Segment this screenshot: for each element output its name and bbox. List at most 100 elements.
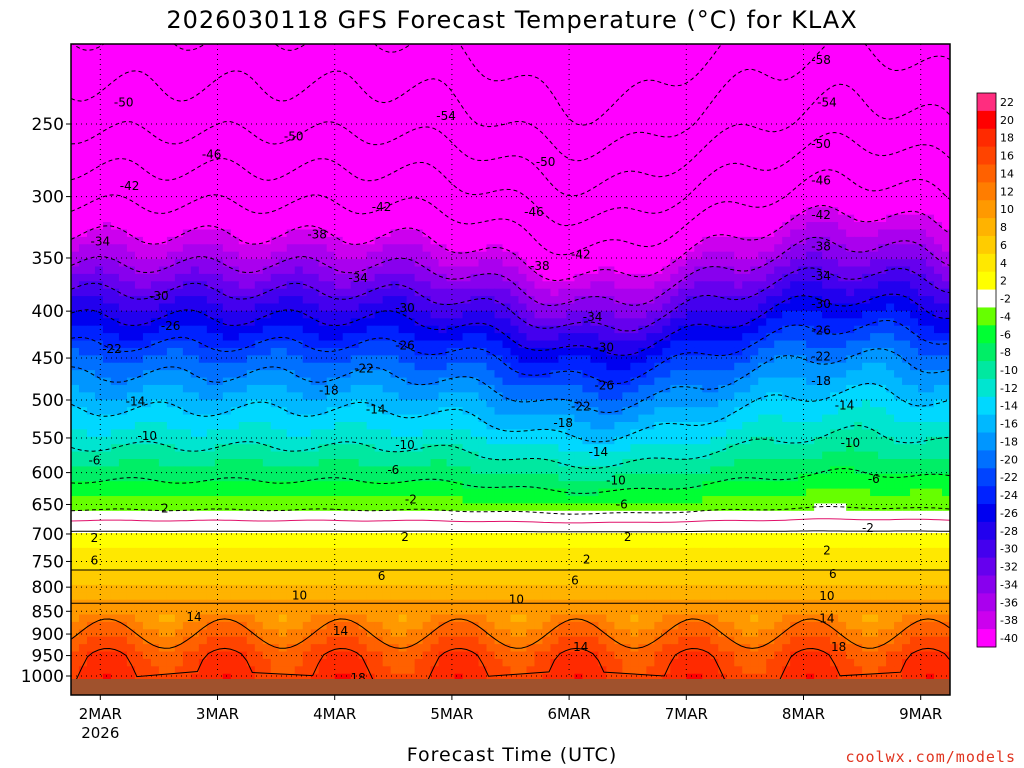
heatmap-cell [598, 244, 607, 253]
heatmap-cell [902, 185, 911, 194]
heatmap-cell [390, 51, 400, 60]
heatmap-cell [406, 310, 416, 319]
heatmap-cell [942, 288, 950, 297]
heatmap-cell [862, 110, 871, 119]
heatmap-cell [574, 103, 584, 112]
heatmap-cell [662, 118, 671, 127]
heatmap-cell [782, 118, 791, 127]
heatmap-cell [278, 110, 288, 119]
heatmap-cell [422, 51, 432, 60]
heatmap-cell [662, 15, 671, 23]
heatmap-cell [311, 15, 320, 23]
heatmap-cell [158, 44, 168, 53]
heatmap-cell [230, 51, 240, 60]
heatmap-cell [774, 251, 783, 260]
heatmap-cell [534, 81, 544, 90]
heatmap-cell [646, 110, 655, 119]
heatmap-cell [446, 148, 456, 157]
heatmap-cell [414, 59, 424, 68]
heatmap-cell [902, 15, 911, 23]
heatmap-cell [782, 333, 791, 342]
heatmap-cell [374, 162, 384, 171]
heatmap-cell [438, 214, 448, 223]
heatmap-cell [918, 15, 927, 23]
heatmap-cell [526, 288, 536, 297]
heatmap-cell [166, 66, 176, 75]
heatmap-cell [686, 30, 695, 38]
heatmap-cell [310, 318, 320, 327]
heatmap-cell [582, 22, 591, 30]
heatmap-cell [742, 22, 751, 30]
heatmap-cell [790, 103, 799, 112]
heatmap-cell [214, 347, 224, 356]
heatmap-cell [830, 177, 839, 186]
heatmap-cell [606, 296, 615, 305]
heatmap-cell [78, 170, 88, 179]
heatmap-cell [646, 296, 655, 305]
heatmap-cell [174, 96, 184, 105]
heatmap-cell [174, 199, 184, 208]
heatmap-cell [310, 222, 320, 231]
heatmap-cell [350, 177, 360, 186]
heatmap-cell [718, 103, 727, 112]
heatmap-cell [862, 81, 871, 90]
heatmap-cell [206, 273, 216, 282]
heatmap-cell [558, 125, 568, 134]
heatmap-cell [319, 15, 328, 23]
heatmap-cell [438, 51, 448, 60]
heatmap-cell [190, 155, 200, 164]
heatmap-cell [470, 214, 480, 223]
heatmap-cell [574, 22, 583, 30]
heatmap-cell [182, 251, 192, 260]
heatmap-cell [270, 170, 280, 179]
heatmap-cell [702, 73, 711, 82]
heatmap-cell [622, 244, 631, 253]
heatmap-cell [718, 333, 727, 342]
heatmap-cell [798, 125, 807, 134]
heatmap-cell [278, 318, 288, 327]
heatmap-cell [190, 140, 200, 149]
heatmap-cell [926, 66, 935, 75]
heatmap-cell [758, 155, 767, 164]
heatmap-cell [494, 333, 504, 342]
heatmap-cell [246, 296, 256, 305]
heatmap-cell [222, 88, 232, 97]
heatmap-cell [238, 325, 248, 334]
heatmap-cell [798, 22, 807, 30]
heatmap-cell [438, 266, 448, 275]
heatmap-cell [151, 30, 160, 38]
heatmap-cell [558, 310, 568, 319]
heatmap-cell [510, 244, 520, 253]
heatmap-cell [398, 259, 408, 268]
heatmap-cell [110, 340, 120, 349]
heatmap-cell [134, 96, 144, 105]
heatmap-cell [422, 162, 432, 171]
heatmap-cell [646, 44, 655, 53]
heatmap-cell [686, 288, 695, 297]
heatmap-cell [414, 133, 424, 142]
heatmap-cell [390, 170, 400, 179]
heatmap-cell [350, 66, 360, 75]
heatmap-cell [294, 318, 304, 327]
heatmap-cell [806, 66, 815, 75]
heatmap-cell [406, 66, 416, 75]
heatmap-cell [678, 303, 687, 312]
heatmap-cell [646, 251, 655, 260]
heatmap-cell [278, 66, 288, 75]
heatmap-cell [798, 340, 807, 349]
heatmap-cell [854, 207, 863, 216]
heatmap-cell [502, 207, 512, 216]
heatmap-cell [486, 192, 496, 201]
heatmap-cell [686, 148, 695, 157]
heatmap-cell [862, 148, 871, 157]
heatmap-cell [286, 347, 296, 356]
heatmap-cell [262, 207, 272, 216]
heatmap-cell [367, 30, 376, 38]
heatmap-cell [542, 333, 552, 342]
heatmap-cell [302, 81, 312, 90]
heatmap-cell [166, 59, 176, 68]
heatmap-cell [894, 340, 903, 349]
heatmap-cell [582, 244, 592, 253]
heatmap-cell [942, 340, 950, 349]
heatmap-cell [518, 73, 528, 82]
